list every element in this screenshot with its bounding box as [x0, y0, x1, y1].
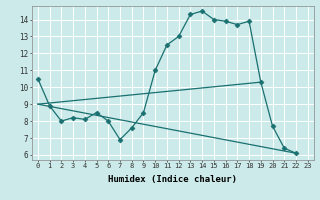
X-axis label: Humidex (Indice chaleur): Humidex (Indice chaleur) — [108, 175, 237, 184]
